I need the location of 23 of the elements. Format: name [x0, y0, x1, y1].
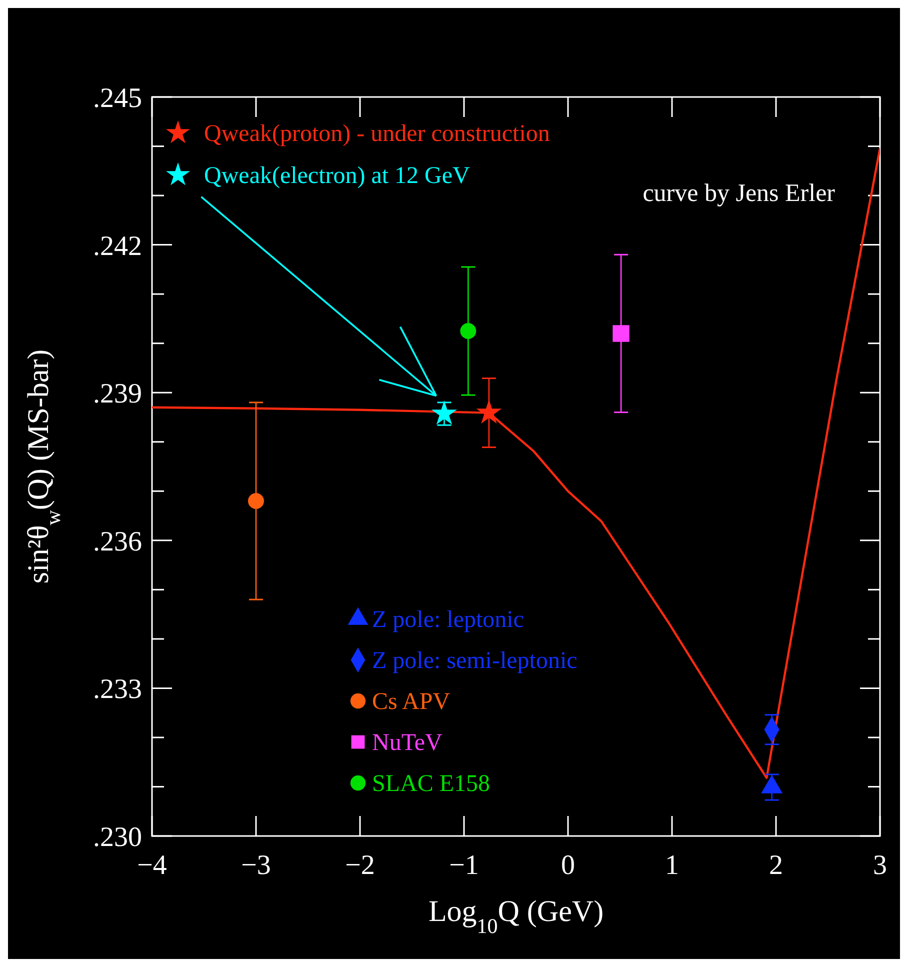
x-tick-label: 1: [665, 850, 679, 881]
x-tick-label: −4: [137, 850, 167, 881]
x-tick-label: −3: [241, 850, 271, 881]
y-tick-label: .242: [93, 230, 142, 262]
legend-label: SLAC E158: [372, 771, 490, 797]
x-axis-title: Log$_{10}$Q (GeV): [428, 895, 604, 938]
legend-label: Qweak(proton) - under construction: [204, 121, 550, 147]
x-tick-label: 3: [873, 850, 887, 881]
x-tick-label: 2: [769, 850, 783, 881]
legend-label: Z pole: leptonic: [372, 607, 524, 633]
y-tick-label: .236: [93, 526, 142, 558]
annotation: curve by Jens Erler: [642, 180, 836, 207]
x-tick-label: −2: [345, 850, 375, 881]
x-tick-label: 0: [561, 850, 575, 881]
legend-label: Z pole: semi-leptonic: [372, 648, 578, 674]
legend-label: Cs APV: [372, 689, 451, 715]
x-tick-label: −1: [449, 850, 479, 881]
y-tick-label: .245: [93, 83, 142, 114]
legend-label: Qweak(electron) at 12 GeV: [204, 163, 471, 189]
legend-label: NuTeV: [372, 730, 443, 756]
y-tick-label: .233: [93, 674, 142, 706]
y-tick-label: .230: [93, 822, 142, 853]
y-tick-label: .239: [93, 378, 142, 410]
